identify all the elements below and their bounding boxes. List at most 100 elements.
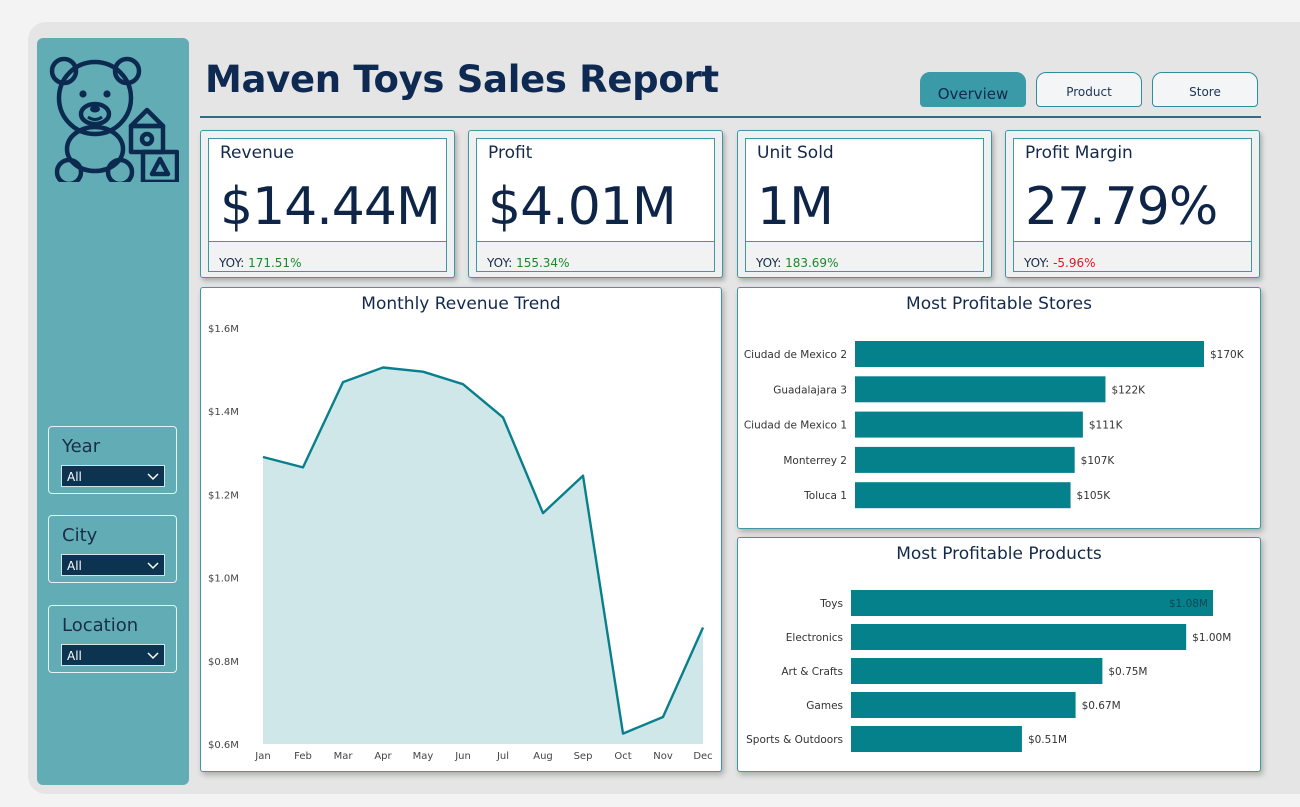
slicer-year-label: Year xyxy=(62,436,101,457)
location-dropdown[interactable]: All xyxy=(61,644,165,666)
year-dropdown[interactable]: All xyxy=(61,465,165,487)
stores-bar-chart: Ciudad de Mexico 2 $170K Guadalajara 3 $122… xyxy=(744,341,1245,509)
data-label: $0.67M xyxy=(1082,700,1121,712)
y-tick-label: $0.6M xyxy=(208,740,239,751)
chevron-down-icon xyxy=(147,473,159,481)
category-label: Monterrey 2 xyxy=(783,455,847,467)
kpi-yoy: YOY: 155.34% xyxy=(487,256,569,270)
kpi-value: 27.79% xyxy=(1025,177,1218,237)
bar xyxy=(855,341,1204,367)
y-tick-label: $0.8M xyxy=(208,657,239,668)
data-label: $111K xyxy=(1089,420,1124,432)
kpi-yoy: YOY: -5.96% xyxy=(1024,256,1096,270)
category-label: Toluca 1 xyxy=(803,490,847,502)
chart-title: Most Profitable Products xyxy=(896,544,1102,564)
bar xyxy=(855,482,1071,509)
data-label: $105K xyxy=(1077,490,1112,502)
data-label: $0.51M xyxy=(1028,734,1067,746)
kpi-yoy: YOY: 183.69% xyxy=(756,256,838,270)
yoy-value: 183.69% xyxy=(785,256,839,270)
kpi-card-profit: Profit $4.01M YOY: 155.34% xyxy=(468,130,723,278)
kpi-title: Unit Sold xyxy=(757,143,834,163)
year-dropdown-value: All xyxy=(67,470,82,484)
y-tick-label: $1.6M xyxy=(208,324,239,335)
sidebar: Year All City All Location All xyxy=(37,38,189,785)
yoy-value: -5.96% xyxy=(1053,256,1096,270)
bar xyxy=(855,376,1106,403)
bar xyxy=(851,590,1213,616)
profitable-products-chart: Most Profitable Products Toys $1.08M Elect… xyxy=(737,537,1261,772)
category-label: Games xyxy=(806,700,843,712)
bar xyxy=(855,411,1083,438)
tab-overview[interactable]: Overview xyxy=(920,72,1026,107)
slicer-location-label: Location xyxy=(62,615,139,636)
profitable-stores-chart: Most Profitable Stores Ciudad de Mexico … xyxy=(737,287,1261,529)
kpi-card-unit-sold: Unit Sold 1M YOY: 183.69% xyxy=(737,130,992,278)
yoy-label: YOY: xyxy=(756,256,782,270)
yoy-label: YOY: xyxy=(487,256,513,270)
teddy-bear-blocks-icon xyxy=(49,56,179,182)
data-label: $107K xyxy=(1081,455,1116,467)
revenue-area-fill xyxy=(263,367,703,744)
data-label: $122K xyxy=(1111,384,1146,396)
kpi-value: $14.44M xyxy=(220,177,441,237)
revenue-line xyxy=(262,366,705,735)
kpi-title: Profit Margin xyxy=(1025,143,1133,163)
city-dropdown-value: All xyxy=(67,559,82,573)
y-tick-label: $1.4M xyxy=(208,407,239,418)
bar xyxy=(851,624,1187,650)
category-label: Ciudad de Mexico 1 xyxy=(744,420,847,432)
x-tick-label: Oct xyxy=(614,751,631,762)
bar xyxy=(851,692,1076,718)
tab-product[interactable]: Product xyxy=(1036,72,1142,107)
chevron-down-icon xyxy=(147,562,159,570)
kpi-value: 1M xyxy=(757,177,834,237)
bar xyxy=(851,658,1103,684)
slicer-city-label: City xyxy=(62,525,98,546)
yoy-value: 155.34% xyxy=(516,256,570,270)
category-label: Ciudad de Mexico 2 xyxy=(744,349,847,361)
x-tick-label: Jan xyxy=(254,751,270,762)
kpi-value: $4.01M xyxy=(488,177,677,237)
x-tick-label: May xyxy=(413,751,434,762)
x-tick-label: Nov xyxy=(653,751,673,762)
category-label: Art & Crafts xyxy=(781,666,843,678)
y-tick-label: $1.0M xyxy=(208,574,239,585)
category-label: Guadalajara 3 xyxy=(773,384,847,396)
yoy-value: 171.51% xyxy=(248,256,302,270)
bar xyxy=(855,446,1075,473)
x-tick-label: Feb xyxy=(294,751,312,762)
kpi-title: Revenue xyxy=(220,143,295,163)
products-bar-chart: Toys $1.08M Electronics $1.00M Art & Crafts $… xyxy=(746,590,1231,752)
yoy-label: YOY: xyxy=(219,256,245,270)
kpi-title: Profit xyxy=(488,143,533,163)
city-dropdown[interactable]: All xyxy=(61,554,165,576)
yoy-label: YOY: xyxy=(1024,256,1050,270)
data-label: $170K xyxy=(1210,349,1245,361)
x-tick-label: Dec xyxy=(693,751,712,762)
kpi-card-profit-margin: Profit Margin 27.79% YOY: -5.96% xyxy=(1005,130,1260,278)
slicer-city: City All xyxy=(48,515,177,583)
y-tick-label: $1.2M xyxy=(208,490,239,501)
category-label: Toys xyxy=(819,598,843,610)
header-divider xyxy=(200,116,1261,118)
data-label: $1.08M xyxy=(1169,598,1208,610)
category-label: Sports & Outdoors xyxy=(746,734,843,746)
chart-title: Monthly Revenue Trend xyxy=(361,294,561,314)
tab-store[interactable]: Store xyxy=(1152,72,1258,107)
bar xyxy=(851,726,1022,752)
x-tick-label: Sep xyxy=(574,751,593,762)
chevron-down-icon xyxy=(147,652,159,660)
x-tick-label: Jun xyxy=(454,751,471,762)
data-label: $1.00M xyxy=(1192,632,1231,644)
location-dropdown-value: All xyxy=(67,649,82,663)
x-tick-label: Aug xyxy=(533,751,553,762)
chart-title: Most Profitable Stores xyxy=(906,294,1092,314)
category-label: Electronics xyxy=(786,632,843,644)
x-tick-label: Apr xyxy=(374,751,392,762)
data-label: $0.75M xyxy=(1108,666,1147,678)
x-tick-label: Mar xyxy=(334,751,354,762)
slicer-location: Location All xyxy=(48,605,177,673)
page-title: Maven Toys Sales Report xyxy=(205,58,719,101)
revenue-area-chart: $0.6M $0.8M $1.0M $1.2M $1.4M $1.6M Jan Feb Mar A… xyxy=(208,324,713,762)
